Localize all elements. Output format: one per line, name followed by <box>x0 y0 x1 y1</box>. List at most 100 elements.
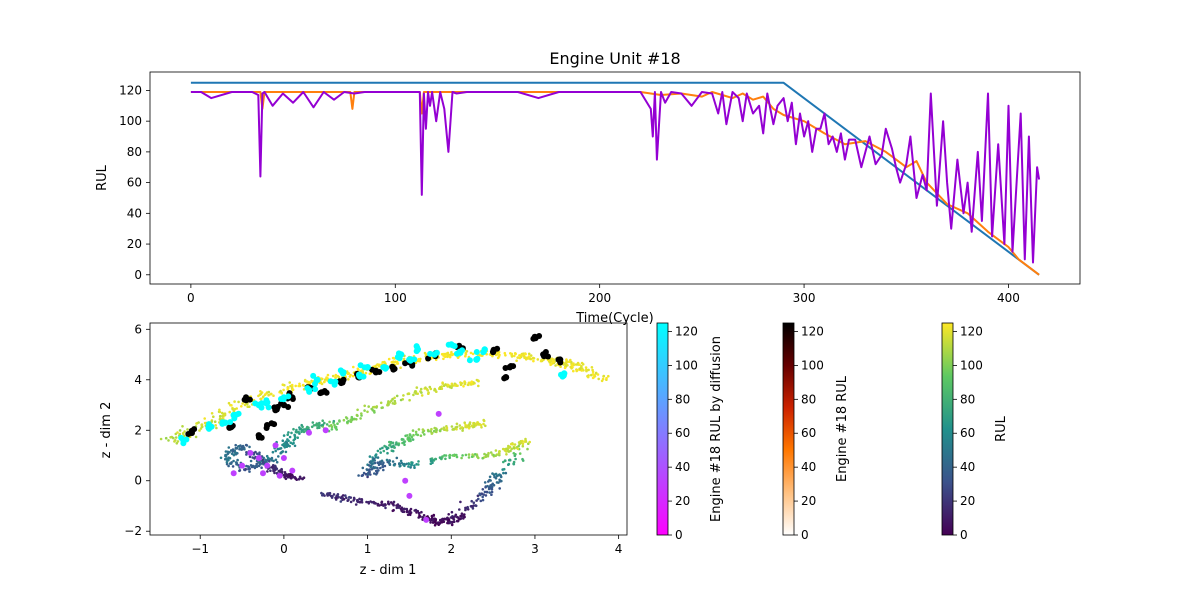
scatter-point <box>302 430 306 434</box>
scatter-point <box>419 434 423 438</box>
scatter-point <box>471 352 475 356</box>
scatter-point <box>352 365 355 369</box>
scatter-point <box>414 390 417 393</box>
scatter-point <box>278 469 282 473</box>
scatter-point <box>247 467 250 471</box>
scatter-point <box>374 466 377 469</box>
scatter-point <box>380 406 384 410</box>
scatter-point <box>345 417 349 420</box>
scatter-point <box>249 459 253 463</box>
scatter-point <box>175 442 179 445</box>
scatter-point <box>393 399 397 403</box>
scatter-point <box>213 420 217 424</box>
scatter-point <box>330 428 334 431</box>
scatter-point <box>376 456 380 459</box>
scatter-point <box>584 366 588 369</box>
scatter-point <box>421 516 425 519</box>
scatter-point <box>273 471 276 475</box>
scatter-point <box>381 446 384 450</box>
scatter-point <box>218 408 221 412</box>
engine-point-cyan <box>227 419 234 426</box>
scatter-cluster <box>159 348 610 445</box>
scatter-point <box>405 434 409 437</box>
scatter-point <box>463 382 467 386</box>
chart-title: Engine Unit #18 <box>549 49 680 68</box>
scatter-point <box>562 363 565 366</box>
scatter-point <box>587 368 590 372</box>
scatter-point <box>505 447 508 451</box>
scatter-point <box>368 460 372 464</box>
scatter-point <box>452 428 456 431</box>
scatter-point <box>417 463 420 466</box>
scatter-point <box>352 496 356 500</box>
scatter-point <box>268 460 271 463</box>
scatter-point <box>438 521 442 525</box>
scatter-point <box>291 388 295 392</box>
scatter-point <box>377 364 381 368</box>
scatter-point <box>218 410 222 414</box>
engine-point-black <box>490 346 497 353</box>
scatter-point <box>225 460 229 464</box>
engine-point-black <box>402 360 409 367</box>
scatter-point <box>203 417 206 420</box>
scatter-point <box>248 470 251 473</box>
scatter-point <box>430 427 433 431</box>
scatter-point <box>422 514 426 517</box>
scatter-point <box>521 354 524 357</box>
scatter-point <box>358 497 361 501</box>
scatter-point <box>413 466 416 470</box>
scatter-point <box>440 387 444 391</box>
colorbars: 0 20 40 60 80 100 120 Engine #18 RUL by diffusi… <box>656 322 1009 542</box>
scatter-point <box>470 455 474 459</box>
scatter-point <box>347 419 350 423</box>
scatter-point <box>472 425 476 428</box>
engine-point-cyan <box>180 440 187 447</box>
scatter-point <box>458 517 461 521</box>
scatter-point <box>286 386 290 390</box>
scatter-point <box>591 370 595 374</box>
scatter-point <box>385 458 389 462</box>
scatter-point <box>442 357 445 361</box>
scatter-point <box>434 388 437 392</box>
x-tick-label: 200 <box>588 291 611 305</box>
colorbar-tick-label: 100 <box>960 358 983 372</box>
scatter-point <box>447 518 451 522</box>
scatter-point <box>524 352 527 356</box>
scatter-point <box>421 428 425 431</box>
scatter-point <box>396 503 400 506</box>
scatter-point <box>376 461 380 465</box>
scatter-point <box>282 388 285 392</box>
scatter-point <box>467 423 471 427</box>
scatter-point <box>371 409 375 412</box>
scatter-point <box>409 466 412 469</box>
scatter-point <box>563 366 567 370</box>
scatter-point <box>405 462 408 466</box>
scatter-point <box>417 428 421 431</box>
scatter-point <box>439 456 443 460</box>
engine-point-purple <box>255 455 262 461</box>
scatter-point <box>518 354 521 357</box>
scatter-point <box>448 355 452 358</box>
colorbar-gradient <box>656 322 669 536</box>
engine-point-cyan <box>356 373 363 380</box>
scatter-point <box>532 359 535 363</box>
scatter-point <box>526 447 529 451</box>
scatter-point <box>258 393 262 397</box>
scatter-point <box>459 500 462 504</box>
scatter-point <box>224 453 227 457</box>
scatter-point <box>391 441 395 445</box>
engine-point-black <box>409 362 416 369</box>
scatter-point <box>277 455 280 458</box>
scatter-point <box>527 355 531 358</box>
scatter-point <box>231 407 234 411</box>
colorbar-tick-label: 0 <box>675 528 683 542</box>
scatter-point <box>411 429 415 432</box>
scatter-point <box>448 456 452 460</box>
scatter-point <box>415 386 419 389</box>
scatter-point <box>289 473 293 476</box>
engine-point-cyan <box>395 350 402 357</box>
colorbar: 0 20 40 60 80 100 120 RUL <box>941 322 1009 542</box>
scatter-point <box>468 421 472 424</box>
scatter-point <box>416 509 420 513</box>
scatter-point <box>386 451 389 455</box>
